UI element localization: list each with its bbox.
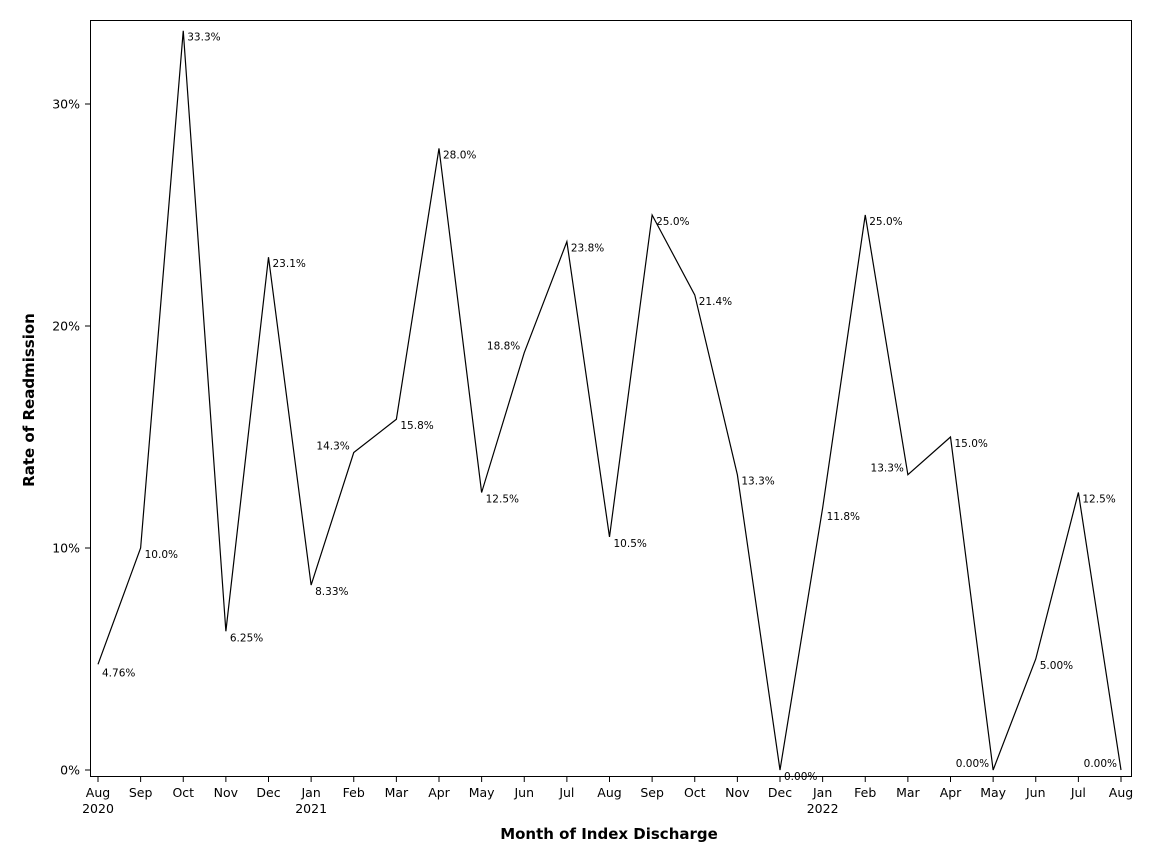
y-tick-label: 20% (52, 319, 80, 334)
x-tick-label-month: Apr (428, 785, 450, 800)
data-label: 13.3% (741, 476, 774, 488)
series-line (97, 30, 1122, 771)
data-label: 4.76% (102, 667, 135, 679)
data-label: 28.0% (443, 149, 476, 161)
data-label: 33.3% (187, 32, 220, 44)
plot-frame (90, 20, 1132, 777)
x-tick-label-month: Apr (940, 785, 962, 800)
y-axis-title: Rate of Readmission (20, 313, 38, 487)
data-label: 23.8% (571, 243, 604, 255)
data-label: 11.8% (827, 511, 860, 523)
data-label: 0.00% (956, 758, 989, 770)
x-tick-label-month: May (980, 785, 1006, 800)
data-label: 6.25% (230, 632, 263, 644)
data-label: 12.5% (1082, 494, 1115, 506)
x-tick-label-month: Dec (768, 785, 792, 800)
x-tick-label-month: Oct (684, 785, 706, 800)
data-label: 18.8% (487, 341, 520, 353)
data-labels: 4.76% 10.0% 33.3% 6.25% 23.1% 8.33% 14.3% 15.8%… (102, 32, 1117, 783)
x-tick-label-month: Dec (256, 785, 280, 800)
x-tick-label-month: May (469, 785, 495, 800)
data-label: 23.1% (273, 258, 306, 270)
data-label: 10.5% (614, 538, 647, 550)
x-tick-label-year: 2022 (807, 801, 839, 816)
data-label: 14.3% (316, 441, 349, 453)
x-tick-label-month: Aug (597, 785, 621, 800)
x-tick-label-month: Aug (1109, 785, 1133, 800)
data-label: 0.00% (784, 771, 817, 783)
x-tick-label-month: Oct (172, 785, 194, 800)
data-label: 5.00% (1040, 660, 1073, 672)
x-tick-label-month: Jul (558, 785, 574, 800)
x-tick-label-month: Jul (1070, 785, 1086, 800)
data-label: 21.4% (699, 296, 732, 308)
x-tick-label-month: Sep (129, 785, 153, 800)
x-tick-label-month: Mar (385, 785, 409, 800)
x-axis-title: Month of Index Discharge (500, 825, 718, 843)
x-tick-label-month: Nov (725, 785, 750, 800)
x-tick-label-month: Jan (812, 785, 832, 800)
x-tick-label-month: Aug (86, 785, 110, 800)
data-label: 15.8% (400, 420, 433, 432)
x-tick-label-month: Mar (896, 785, 920, 800)
data-label: 15.0% (955, 438, 988, 450)
x-tick-label-month: Feb (343, 785, 365, 800)
y-tick-label: 0% (60, 763, 80, 778)
data-label: 10.0% (145, 549, 178, 561)
x-tick-label-month: Feb (854, 785, 876, 800)
x-tick-label-month: Nov (214, 785, 239, 800)
data-label: 12.5% (486, 494, 519, 506)
y-tick-label: 10% (52, 541, 80, 556)
x-tick-label-month: Jun (1025, 785, 1046, 800)
y-axis: 0% 10% 20% 30% (52, 97, 91, 778)
y-tick-label: 30% (52, 97, 80, 112)
data-label: 25.0% (656, 216, 689, 228)
data-label: 0.00% (1084, 758, 1117, 770)
data-label: 25.0% (869, 216, 902, 228)
x-tick-label-month: Jan (300, 785, 320, 800)
data-label: 8.33% (315, 586, 348, 598)
x-tick-label-year: 2020 (82, 801, 114, 816)
data-label: 13.3% (871, 463, 904, 475)
x-tick-label-month: Jun (513, 785, 534, 800)
x-tick-label-month: Sep (640, 785, 664, 800)
x-tick-label-year: 2021 (295, 801, 327, 816)
